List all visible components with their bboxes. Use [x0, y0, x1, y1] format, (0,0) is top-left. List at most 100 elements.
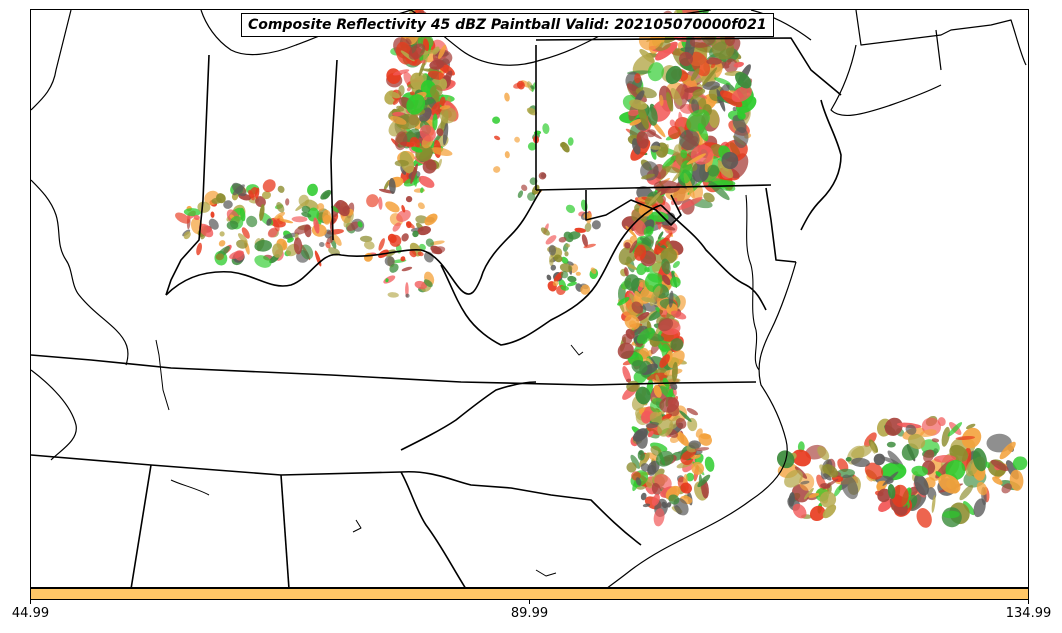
reflectivity-blob: [398, 85, 405, 97]
reflectivity-blob: [639, 452, 650, 467]
reflectivity-blob: [657, 418, 674, 437]
reflectivity-blob: [567, 261, 574, 266]
reflectivity-blob: [657, 243, 667, 249]
reflectivity-blob: [627, 109, 640, 117]
reflectivity-blob: [819, 491, 837, 508]
reflectivity-blob: [580, 199, 588, 212]
reflectivity-blob: [647, 62, 664, 82]
reflectivity-blob: [731, 86, 752, 103]
reflectivity-blob: [955, 435, 975, 441]
reflectivity-blob: [237, 233, 248, 244]
reflectivity-blob: [420, 59, 426, 64]
reflectivity-blob: [719, 90, 743, 108]
reflectivity-blob: [678, 51, 694, 67]
reflectivity-blob: [639, 237, 651, 246]
reflectivity-blob: [405, 293, 410, 298]
reflectivity-blob: [670, 338, 684, 351]
reflectivity-blob: [442, 122, 449, 146]
reflectivity-blob: [565, 243, 571, 248]
reflectivity-blob: [401, 233, 409, 242]
reflectivity-blob: [439, 96, 446, 106]
reflectivity-blob: [870, 441, 876, 454]
reflectivity-blob: [617, 296, 630, 306]
reflectivity-blob: [640, 463, 650, 472]
reflectivity-blob: [216, 193, 226, 204]
reflectivity-blob: [634, 244, 647, 261]
reflectivity-blob: [976, 481, 988, 496]
reflectivity-blob: [647, 430, 654, 438]
reflectivity-blob: [538, 172, 547, 180]
reflectivity-blob: [881, 462, 907, 481]
reflectivity-blob: [366, 194, 379, 208]
reflectivity-blob: [629, 240, 638, 254]
reflectivity-blob: [657, 318, 674, 332]
reflectivity-blob: [659, 94, 664, 107]
reflectivity-blob: [629, 119, 642, 126]
reflectivity-blob: [218, 240, 226, 247]
reflectivity-blob: [335, 200, 350, 217]
reflectivity-blob: [724, 58, 739, 73]
reflectivity-blob: [301, 212, 312, 218]
reflectivity-blob: [301, 205, 311, 214]
reflectivity-blob: [642, 503, 651, 508]
reflectivity-blob: [694, 447, 710, 452]
reflectivity-blob: [985, 461, 991, 469]
reflectivity-blob: [427, 70, 446, 80]
reflectivity-blob: [630, 454, 641, 469]
reflectivity-blob: [732, 106, 737, 112]
reflectivity-blob: [646, 129, 656, 138]
reflectivity-blob: [232, 184, 245, 196]
reflectivity-blob: [254, 239, 272, 252]
reflectivity-blob: [581, 234, 588, 247]
reflectivity-blob: [672, 261, 680, 268]
reflectivity-blob: [246, 215, 258, 228]
reflectivity-blob: [717, 161, 734, 179]
reflectivity-blob: [675, 417, 687, 429]
reflectivity-blob: [668, 290, 674, 308]
reflectivity-blob: [702, 81, 720, 90]
reflectivity-blob: [316, 203, 325, 211]
reflectivity-blob: [193, 214, 200, 221]
reflectivity-blob: [405, 221, 412, 229]
reflectivity-blob: [285, 198, 290, 206]
reflectivity-blob: [527, 192, 536, 201]
reflectivity-blob: [313, 217, 320, 234]
reflectivity-blob: [671, 361, 678, 382]
reflectivity-blob: [640, 492, 647, 501]
reflectivity-blob: [891, 484, 909, 508]
reflectivity-blob: [933, 454, 957, 463]
reflectivity-blob: [635, 386, 651, 405]
reflectivity-blob: [546, 274, 552, 281]
reflectivity-blob: [877, 488, 891, 503]
reflectivity-blob: [999, 441, 1016, 460]
reflectivity-blob: [267, 227, 278, 238]
reflectivity-blob: [439, 105, 451, 110]
reflectivity-blob: [300, 244, 314, 260]
reflectivity-blob: [689, 33, 716, 48]
reflectivity-blob: [565, 204, 576, 214]
reflectivity-blob: [552, 280, 559, 287]
reflectivity-blob: [219, 231, 225, 237]
reflectivity-blob: [941, 426, 950, 447]
reflectivity-blob: [639, 49, 655, 63]
reflectivity-blob: [864, 462, 884, 480]
reflectivity-blob: [504, 151, 510, 159]
reflectivity-blob: [845, 456, 852, 462]
reflectivity-blob: [568, 231, 581, 240]
reflectivity-blob: [276, 202, 285, 213]
reflectivity-blob: [822, 504, 837, 519]
reflectivity-blob: [733, 61, 744, 68]
reflectivity-blob: [833, 484, 843, 497]
reflectivity-blob: [420, 187, 424, 194]
reflectivity-blob: [580, 284, 591, 295]
reflectivity-blob: [733, 127, 749, 148]
reflectivity-blob: [287, 237, 294, 243]
reflectivity-blob: [735, 71, 752, 89]
reflectivity-blob: [332, 234, 342, 246]
reflectivity-blob: [886, 441, 896, 448]
reflectivity-blob: [711, 178, 736, 192]
reflectivity-blob: [686, 109, 710, 132]
reflectivity-blob: [494, 135, 501, 141]
reflectivity-blob: [407, 87, 411, 92]
reflectivity-blob: [625, 225, 637, 238]
